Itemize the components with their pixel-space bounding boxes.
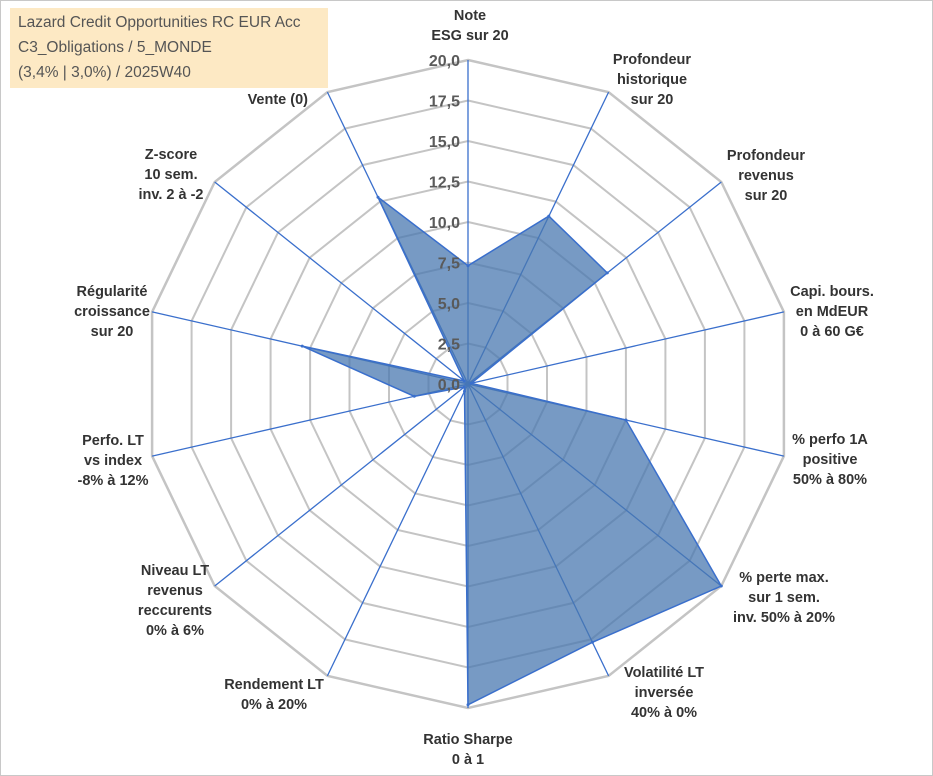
data-point [719,584,723,588]
axis-label: 0 à 60 G€ [800,324,864,340]
tick-label: 12,5 [429,175,460,192]
axis-label: 40% à 0% [631,705,697,721]
axis-label: Capi. bours. [790,284,874,300]
radar-series [300,195,723,707]
axis-label: inv. 2 à -2 [138,187,203,203]
axis-label: 50% à 80% [793,472,867,488]
tick-label: 17,5 [429,94,460,111]
axis-label: 0% à 6% [146,623,204,639]
axis-label: ESG sur 20 [431,28,508,44]
axis-label: 0% à 20% [241,697,307,713]
tick-label: 0,0 [438,377,460,394]
fund-category: C3_Obligations / 5_MONDE [18,39,212,56]
axis-label: Perfo. LT [82,433,144,449]
data-point [624,418,628,422]
data-point [412,394,416,398]
axis-label: 10 sem. [144,167,197,183]
axis-label: % perfo 1A [792,432,868,448]
axis-label: revenus [738,168,794,184]
tick-label: 2,5 [438,337,460,354]
axis-label: Rendement LT [224,677,324,693]
axis-spoke [214,383,469,587]
radial-tick-labels: 0,0 2,5 5,0 7,5 10,0 12,5 15,0 17,5 20,0 [429,53,460,394]
axis-label: % perte max. [739,570,828,586]
axis-label: en MdEUR [796,304,869,320]
tick-label: 20,0 [429,53,460,70]
axis-label: Volatilité LT [624,665,704,681]
data-series-area [301,196,723,707]
axis-label: Niveau LT [141,563,209,579]
axis-label: reccurents [138,603,212,619]
data-point [590,640,594,644]
axis-label: historique [617,72,687,88]
axis-label: vs index [84,453,142,469]
fund-stats: (3,4% | 3,0%) / 2025W40 [18,64,191,81]
data-point [469,381,473,385]
data-point [462,385,466,389]
axis-label: sur 20 [631,92,674,108]
axis-label: sur 20 [745,188,788,204]
tick-label: 7,5 [438,256,460,273]
tick-label: 5,0 [438,296,460,313]
axis-spoke [326,383,469,677]
axis-label: Note [454,8,486,24]
tick-label: 10,0 [429,215,460,232]
data-point [605,271,609,275]
axis-label: revenus [147,583,203,599]
axis-label: inversée [635,685,694,701]
axis-spoke [214,181,469,385]
data-point [466,703,470,707]
axis-label: Régularité [77,284,148,300]
data-point [376,195,380,199]
axis-label: positive [803,452,858,468]
axis-label: croissance [74,304,150,320]
data-point [463,389,466,393]
axis-label: Profondeur [727,148,805,164]
fund-info-box: Lazard Credit Opportunities RC EUR Acc C… [10,8,328,88]
data-point [462,379,466,383]
axis-label: Vente (0) [248,92,309,108]
data-point [547,214,551,218]
data-point [466,264,470,268]
axis-label: Z-score [145,147,197,163]
tick-label: 15,0 [429,134,460,151]
axis-label: inv. 50% à 20% [733,610,835,626]
axis-label: sur 1 sem. [748,590,820,606]
data-point [300,344,304,348]
axis-label: sur 20 [91,324,134,340]
axis-label: Ratio Sharpe [423,732,512,748]
fund-name: Lazard Credit Opportunities RC EUR Acc [18,14,301,31]
axis-label: 0 à 1 [452,752,484,768]
axis-label: -8% à 12% [78,473,149,489]
axis-label: Profondeur [613,52,691,68]
axis-spoke [467,311,785,385]
